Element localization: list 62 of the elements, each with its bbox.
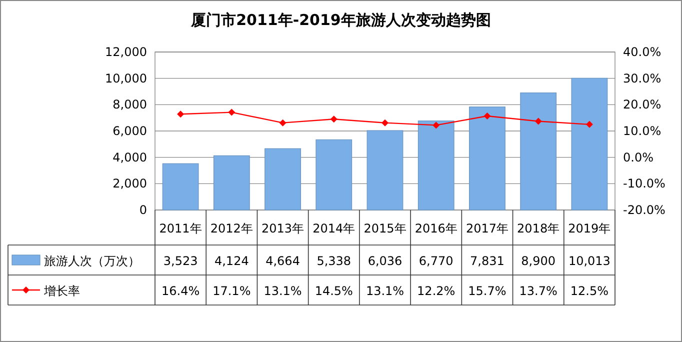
bar [418, 120, 454, 210]
data-label: 10,013 [568, 254, 610, 268]
y-tick-label: 0 [139, 203, 147, 217]
point [382, 119, 388, 126]
point [279, 119, 286, 126]
data-label: 13.1% [366, 284, 404, 298]
x-tick-label: 2016年 [414, 222, 458, 236]
x-tick-label: 2018年 [517, 222, 560, 236]
y2-tick-label: 30.0% [623, 71, 662, 86]
y-tick-label: 8,000 [112, 98, 147, 112]
point [534, 118, 542, 125]
legend-label: 增长率 [43, 284, 80, 298]
chart-title: 厦门市2011年-2019年旅游人次变动趋势图 [190, 11, 491, 29]
data-label: 16.4% [161, 284, 200, 298]
x-tick-label: 2011年 [159, 222, 202, 236]
x-tick-label: 2015年 [364, 222, 406, 236]
y-tick-label: 12,000 [105, 45, 147, 59]
data-label: 3,523 [163, 254, 198, 268]
data-label: 7,831 [470, 254, 504, 268]
bar [520, 92, 557, 210]
y2-tick-label: 20.0% [623, 98, 662, 112]
data-label: 13.1% [264, 284, 302, 298]
point [432, 122, 440, 129]
y2-tick-label: 10.0% [623, 124, 662, 138]
x-tick-label: 2012年 [210, 222, 253, 236]
y-tick-label: 6,000 [112, 124, 147, 138]
bar [571, 78, 608, 210]
point [228, 108, 236, 116]
bar [162, 163, 199, 210]
point [330, 116, 338, 123]
bar [366, 130, 404, 210]
data-label: 12.5% [570, 284, 609, 298]
y-tick-label: 2,000 [112, 176, 147, 191]
data-label: 13.7% [519, 284, 558, 298]
point [586, 120, 593, 128]
data-label: 4,664 [266, 254, 300, 268]
x-tick-label: 2013年 [262, 222, 304, 236]
bar [316, 139, 352, 210]
data-label: 15.7% [468, 284, 506, 298]
data-label: 5,338 [316, 254, 352, 268]
point [177, 110, 184, 118]
y2-tick-label: -10.0% [623, 176, 666, 191]
data-label: 12.2% [417, 284, 456, 298]
data-label: 17.1% [212, 284, 251, 298]
y-tick-label: 10,000 [105, 71, 147, 86]
x-tick-label: 2014年 [312, 222, 356, 236]
data-label: 6,770 [418, 254, 454, 268]
bar [469, 106, 506, 210]
data-label: 14.5% [314, 284, 353, 298]
x-tick-label: 2019年 [568, 222, 611, 236]
y2-tick-label: 40.0% [623, 45, 662, 59]
y2-tick-label: 0.0% [623, 150, 654, 164]
bar [213, 155, 250, 210]
bar [264, 148, 301, 210]
x-tick-label: 2017年 [466, 222, 508, 236]
y-tick-label: 4,000 [112, 150, 147, 164]
data-label: 4,124 [214, 254, 249, 268]
point [484, 112, 491, 120]
legend-label: 旅游人次（万次） [44, 254, 140, 268]
y2-tick-label: -20.0% [623, 203, 666, 217]
data-label: 6,036 [368, 254, 402, 268]
data-label: 8,900 [521, 254, 556, 268]
